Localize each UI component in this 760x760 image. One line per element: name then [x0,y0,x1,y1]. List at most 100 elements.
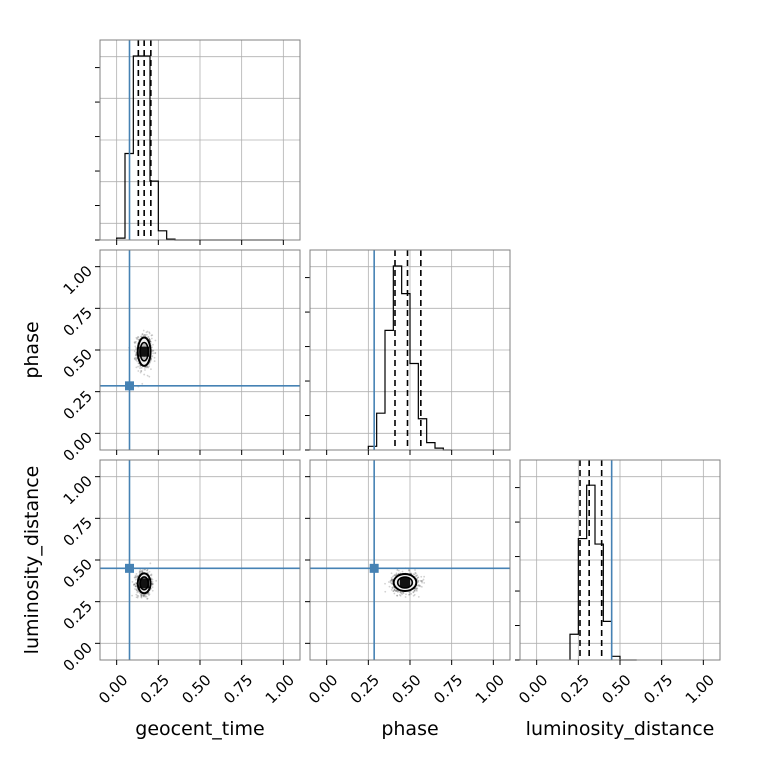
sample-point [414,588,417,591]
sample-point [395,572,398,575]
sample-point [394,573,396,576]
sample-point [390,582,393,585]
sample-point [419,579,422,582]
sample-point [392,590,395,592]
sample-point [146,597,149,600]
sample-point [148,375,151,378]
sample-point [146,597,149,600]
sample-point [140,595,143,598]
x-tick-label: 0.50 [178,671,214,707]
contour-inner [139,576,150,591]
sample-point [151,586,154,589]
sample-point [140,593,142,595]
sample-point [140,370,143,372]
x-tick-label: 0.25 [557,671,593,707]
sample-point [151,589,154,592]
sample-point [139,570,142,572]
sample-point [153,356,156,359]
sample-point [137,335,139,338]
x-tick-label: 0.00 [515,671,551,707]
sample-point [140,594,143,597]
sample-point [384,590,387,593]
contour-outer [136,572,152,595]
sample-point [133,350,136,353]
sample-point [417,584,420,586]
sample-point [413,589,416,591]
y-tick-label: 1.00 [60,472,96,508]
contour-outer [136,336,152,367]
sample-point [418,585,421,587]
sample-point [397,569,400,572]
sample-point [145,331,148,334]
sample-point [144,594,147,597]
sample-point [417,584,419,587]
sample-point [423,575,426,578]
sample-point [134,574,137,577]
sample-point [148,331,151,334]
sample-point [414,575,417,578]
sample-point [151,583,154,586]
sample-point [140,335,143,338]
sample-point [152,343,154,346]
sample-point [392,575,394,578]
sample-point [151,334,154,337]
sample-point [140,594,142,596]
sample-point [138,592,141,594]
sample-point [133,583,136,586]
sample-point [139,365,142,368]
sample-point [421,581,423,584]
sample-point [396,594,398,597]
sample-point [151,349,154,352]
sample-point [133,357,136,360]
sample-point [147,366,150,369]
sample-point [135,348,137,351]
sample-point [142,595,145,598]
sample-point [135,346,138,349]
sample-point [413,593,416,596]
sample-point [144,595,147,598]
sample-point [131,581,134,583]
sample-point [135,588,138,591]
sample-point [148,338,151,341]
sample-point [405,593,407,596]
sample-point [402,592,405,595]
sample-point [390,576,393,579]
sample-point [140,570,143,573]
density-peak [139,578,150,589]
y-tick-label: 0.75 [60,304,96,340]
sample-point [135,354,138,357]
sample-point [151,580,154,583]
sample-point [415,572,417,575]
sample-point [134,575,137,578]
sample-point [152,352,155,355]
density-panel-geocent_time-luminosity_distance: 0.00 0.25 0.50 0.75 1.000.000.250.500.751.00 [60,459,301,707]
sample-point [132,584,135,586]
sample-point [135,357,138,360]
x-label-geocent-time: geocent_time [135,718,264,740]
sample-point [133,341,136,344]
sample-point [133,583,136,586]
sample-point [134,583,136,586]
x-tick-label: 0.50 [388,671,424,707]
x-tick-label: 0.25 [347,671,383,707]
sample-point [143,594,146,597]
sample-point [137,590,140,593]
x-tick-label: 1.00 [472,671,508,707]
sample-point [415,575,418,577]
sample-point [135,340,137,343]
sample-point [414,571,417,574]
sample-point [140,366,143,369]
sample-point [394,589,396,592]
sample-point [154,352,156,355]
sample-point [142,329,145,332]
sample-point [412,591,415,594]
sample-point [420,580,423,583]
sample-point [143,366,146,369]
sample-point [134,356,137,359]
sample-point [143,594,145,597]
sample-point [139,572,141,574]
sample-point [135,585,138,588]
sample-point [148,570,151,573]
density-panel-phase-luminosity_distance: 0.00 0.25 0.50 0.75 1.00 [305,459,511,707]
sample-point [393,588,396,591]
